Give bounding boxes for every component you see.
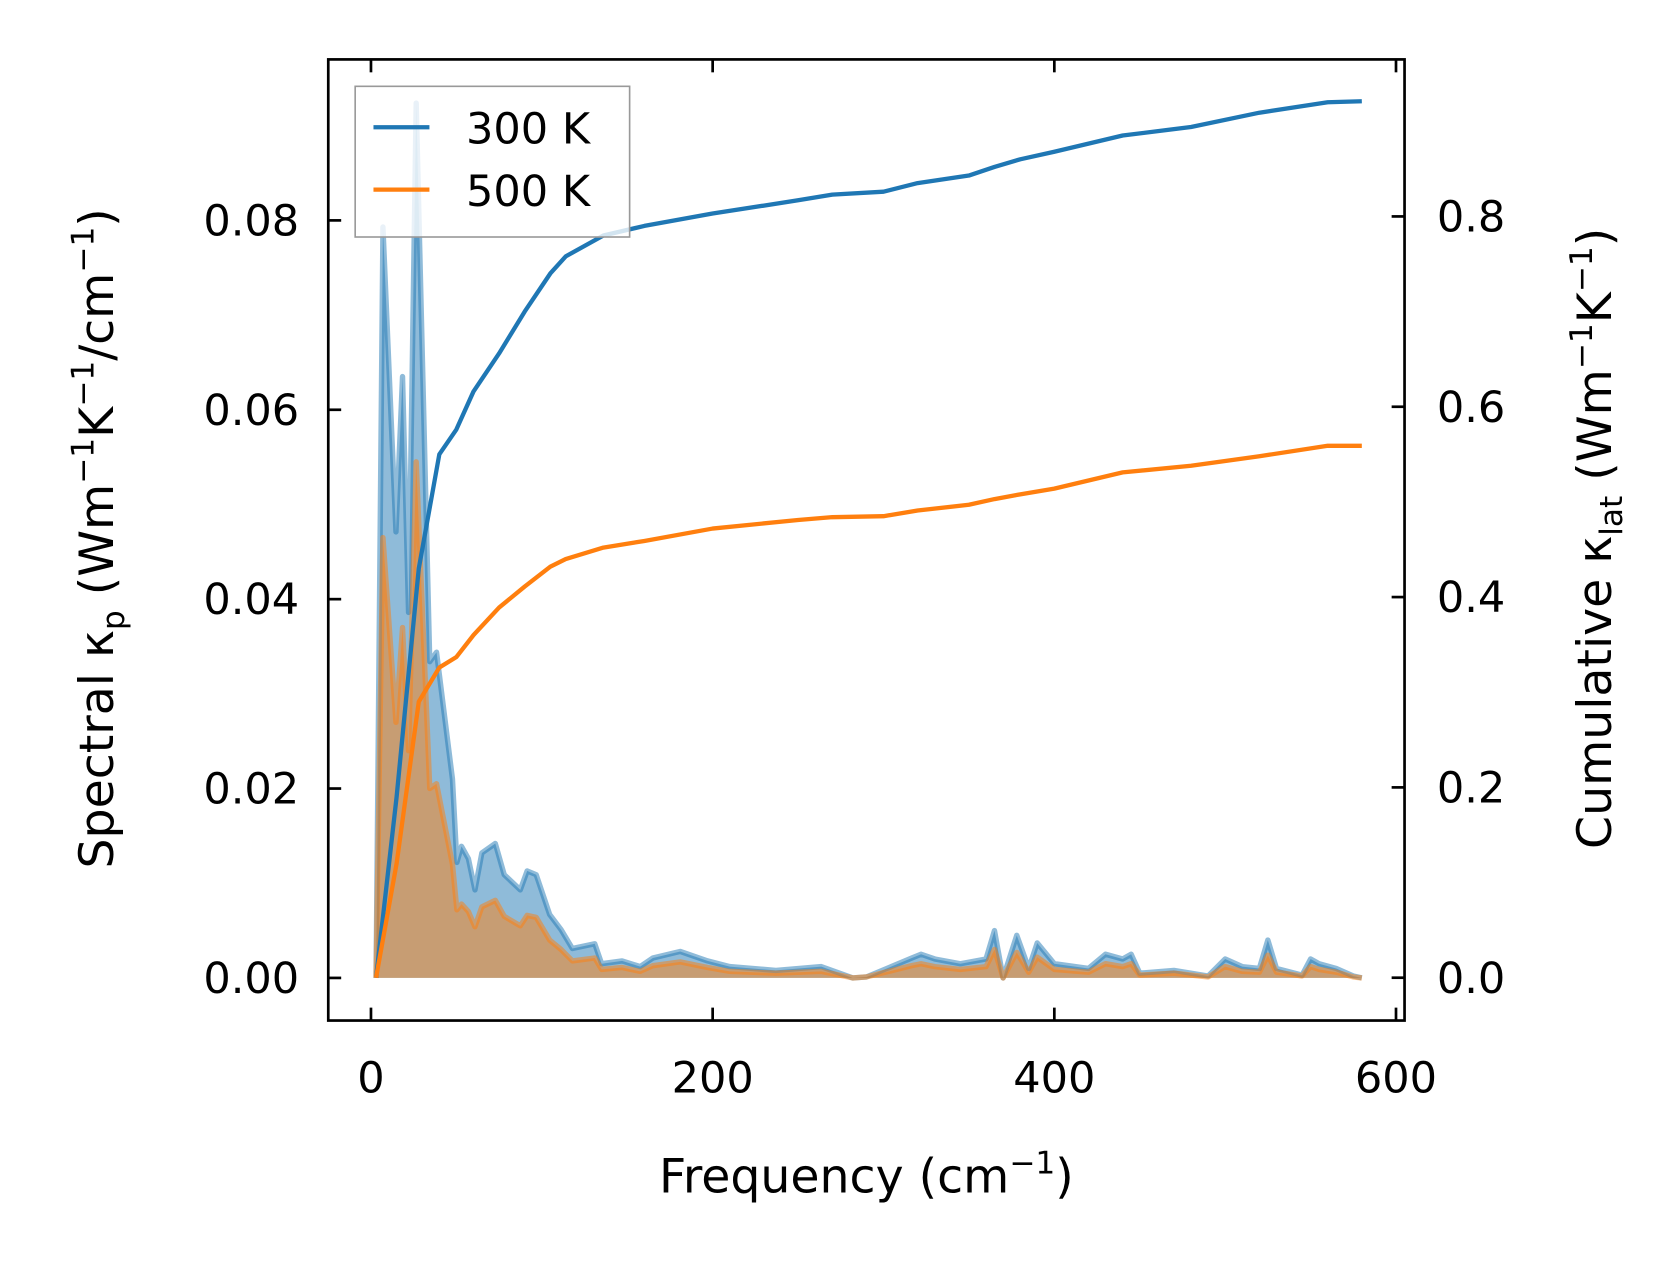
x-tick-label: 400 [1013, 1054, 1095, 1104]
legend-label-300k: 300 K [466, 104, 592, 154]
y-axis-right-label: Cumulative κlat (Wm−1K−1) [1564, 228, 1630, 849]
y-right-tick-label: 0.0 [1437, 954, 1505, 1004]
y-right-tick-label: 0.6 [1437, 383, 1505, 433]
tick-labels: 0 200 400 600 0.00 0.02 0.04 0.06 0.08 0.0 0.2 0.4 0… [203, 193, 1505, 1104]
x-tick-label: 200 [672, 1054, 754, 1104]
cumulative-line-500k [373, 443, 1362, 979]
plot-frame [326, 58, 1406, 1022]
data-lines [373, 99, 1363, 981]
y-right-tick-label: 0.2 [1437, 763, 1505, 813]
y-left-tick-label: 0.04 [203, 575, 299, 625]
legend-box [354, 85, 631, 238]
legend: 300 K 500 K [354, 85, 631, 238]
cumulative-line-300k [373, 99, 1362, 978]
x-tick-label: 600 [1355, 1054, 1437, 1104]
x-tick-label: 0 [357, 1054, 384, 1104]
y-left-tick-label: 0.02 [203, 765, 299, 815]
x-axis-label: Frequency (cm−1) [659, 1145, 1074, 1204]
legend-label-500k: 500 K [466, 167, 592, 217]
y-right-tick-label: 0.8 [1437, 193, 1505, 243]
y-axis-left-label: Spectral κp (Wm−1K−1/cm−1) [66, 208, 132, 868]
y-left-tick-label: 0.08 [203, 196, 299, 246]
spectral-line-500k [373, 459, 1363, 981]
y-right-tick-label: 0.4 [1437, 573, 1505, 623]
y-left-tick-label: 0.00 [203, 954, 299, 1004]
spectral-line-300k [373, 100, 1363, 981]
ticks [328, 59, 1405, 1021]
y-left-tick-label: 0.06 [203, 386, 299, 436]
